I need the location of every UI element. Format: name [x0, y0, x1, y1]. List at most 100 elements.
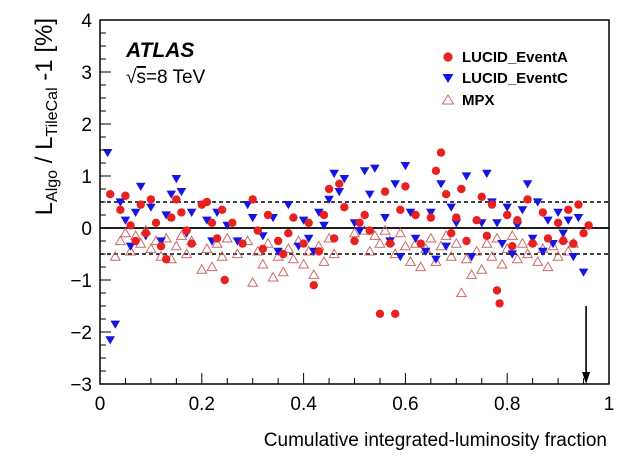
legend-marker-lucid-eventc: [442, 74, 454, 83]
lucid-eventa-point: [161, 255, 171, 264]
legend-label-mpx: MPX: [462, 92, 495, 109]
lucid-eventa-point: [248, 195, 257, 204]
mpx-point: [145, 242, 157, 253]
lucid-eventc-point: [578, 268, 589, 277]
lucid-eventa-point: [212, 234, 222, 243]
lucid-eventa-point: [228, 218, 237, 227]
y-axis-title: LAlgo / LTileCal -1 [%]: [31, 18, 61, 215]
y-tick-label: 2: [81, 115, 92, 136]
lucid-eventa-point: [253, 226, 262, 235]
legend-label-lucid-eventa: LUCID_EventA: [462, 49, 568, 66]
lucid-eventa-point: [375, 309, 385, 318]
mpx-point: [562, 245, 574, 256]
lucid-eventa-point: [441, 190, 451, 199]
lucid-eventc-point: [426, 208, 436, 217]
mpx-point: [175, 229, 188, 240]
lucid-eventc-point: [548, 240, 558, 249]
lucid-eventa-point: [304, 218, 313, 227]
mpx-point: [521, 248, 534, 259]
lucid-eventa-point: [553, 218, 563, 227]
mpx-point: [450, 237, 462, 248]
lucid-eventa-point: [574, 200, 583, 209]
mpx-point: [496, 258, 508, 269]
lucid-eventa-point: [457, 184, 466, 194]
mpx-point: [470, 245, 483, 256]
lucid-eventc-point: [120, 216, 131, 225]
lucid-eventa-point: [431, 166, 441, 175]
lucid-eventa-point: [146, 195, 156, 204]
mpx-point: [180, 248, 193, 259]
mpx-point: [328, 248, 340, 259]
lucid-eventa-point: [543, 234, 553, 243]
lucid-eventc-point: [105, 336, 115, 345]
lucid-eventc-point: [130, 208, 141, 217]
mpx-point: [476, 263, 488, 274]
lucid-eventa-point: [492, 286, 502, 295]
mpx-point: [216, 250, 228, 261]
lucid-eventa-point: [167, 213, 176, 222]
lucid-eventa-point: [462, 236, 471, 246]
lucid-eventc-point: [497, 240, 507, 249]
mpx-point: [364, 245, 376, 256]
lucid-eventa-point: [528, 239, 537, 248]
lucid-eventc-point: [247, 214, 258, 223]
mpx-point: [231, 248, 244, 259]
mpx-point: [277, 266, 289, 277]
lucid-eventa-point: [136, 200, 145, 209]
mpx-point: [114, 235, 127, 246]
lucid-eventa-point: [299, 239, 308, 248]
mpx-point: [415, 261, 427, 272]
y-tick-label: 0: [81, 219, 92, 240]
lucid-eventc-point: [273, 247, 283, 256]
lucid-eventc-point: [102, 149, 113, 158]
lucid-eventc-point: [110, 320, 121, 329]
legend-marker-lucid-eventa: [443, 52, 453, 62]
lucid-eventc-point: [558, 229, 568, 238]
lucid-eventa-point: [177, 208, 186, 217]
lucid-eventc-point: [512, 221, 523, 230]
lucid-eventc-point: [314, 208, 324, 217]
lucid-eventc-point: [436, 180, 446, 189]
lucid-eventa-point: [495, 299, 504, 308]
mpx-point: [394, 227, 406, 238]
arrow-head: [582, 372, 591, 384]
mpx-point: [308, 268, 320, 279]
lucid-eventa-point: [324, 184, 334, 194]
lucid-eventc-point: [568, 253, 579, 262]
lucid-eventa-point: [105, 190, 115, 199]
lucid-eventa-point: [329, 234, 339, 243]
lucid-eventa-point: [538, 208, 548, 217]
lucid-eventa-point: [569, 239, 578, 248]
lucid-eventa-point: [523, 195, 532, 204]
lucid-eventa-point: [513, 216, 522, 225]
tick-labels-group: 0 0.2 0.4 0.6 0.8 1 −3 −2 −1 0 1 2 3 4: [70, 11, 614, 415]
y-axis-title-sub1: Algo: [44, 170, 61, 202]
legend-label-lucid-eventc: LUCID_EventC: [462, 70, 568, 87]
mpx-point: [547, 240, 559, 251]
lucid-eventc-point: [364, 190, 375, 199]
mpx-point: [516, 237, 529, 248]
lucid-eventa-point: [579, 229, 588, 238]
lucid-eventc-point: [319, 221, 329, 230]
lucid-eventc-point: [339, 175, 350, 184]
mpx-point: [262, 237, 274, 248]
mpx-point: [511, 253, 524, 264]
lucid-eventa-point: [217, 205, 227, 214]
lucid-eventa-point: [141, 229, 151, 238]
axis-ticks-group: [99, 19, 610, 385]
lucid-eventa-point: [202, 197, 212, 207]
x-tick-label: 0.8: [494, 394, 520, 415]
lucid-eventc-point: [258, 232, 268, 241]
lucid-eventa-point: [558, 236, 568, 246]
lucid-eventc-point: [156, 237, 166, 246]
lucid-eventa-point: [355, 218, 364, 227]
lucid-eventa-point: [309, 281, 318, 290]
mpx-point: [491, 232, 503, 243]
lucid-eventa-point: [385, 239, 395, 248]
lucid-eventa-point: [503, 210, 512, 220]
lucid-eventc-point: [390, 180, 401, 189]
y-tick-label: 1: [81, 167, 92, 188]
mpx-point: [201, 242, 213, 253]
mpx-point: [124, 245, 137, 256]
lucid-eventc-point: [482, 169, 492, 178]
